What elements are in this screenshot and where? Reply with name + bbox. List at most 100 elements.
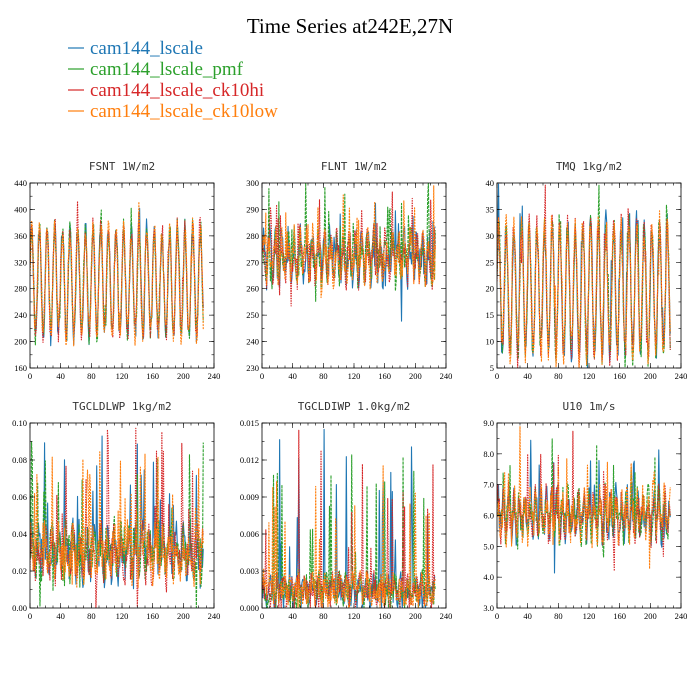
legend-entry: cam144_lscale_pmf: [68, 59, 244, 80]
panel-title: FSNT 1W/m2: [89, 160, 155, 173]
y-tick-label: 40: [486, 178, 495, 188]
legend-entry: cam144_lscale: [68, 38, 203, 59]
series-group: [30, 200, 204, 347]
x-tick-label: 80: [87, 371, 96, 381]
x-tick-label: 240: [675, 371, 688, 381]
y-tick-label: 200: [14, 337, 27, 347]
x-tick-label: 40: [288, 611, 297, 621]
y-tick-label: 0.08: [12, 455, 27, 465]
x-tick-label: 80: [554, 371, 563, 381]
x-tick-label: 200: [409, 371, 422, 381]
series-line-cam144_lscale_ck10hi: [262, 191, 436, 307]
y-tick-label: 320: [14, 257, 27, 267]
series-group: [262, 183, 436, 322]
y-tick-label: 10: [486, 337, 495, 347]
y-tick-label: 25: [486, 257, 495, 267]
plot-frame: [261, 182, 447, 369]
y-tick-label: 440: [14, 178, 27, 188]
x-tick-label: 40: [523, 371, 532, 381]
y-tick-label: 5: [490, 363, 494, 373]
x-tick-label: 0: [28, 611, 32, 621]
x-tick-label: 40: [56, 371, 65, 381]
chart-panel: FSNT 1W/m2 0 40 80 120 160 200 240 160 200 240 280 3…: [14, 160, 220, 381]
panel-title: U10 1m/s: [563, 400, 616, 413]
y-tick-label: 30: [486, 231, 495, 241]
x-tick-label: 160: [378, 371, 391, 381]
y-tick-label: 260: [246, 284, 259, 294]
x-tick-label: 160: [146, 371, 159, 381]
x-tick-label: 240: [208, 611, 221, 621]
y-tick-label: 35: [486, 204, 495, 214]
series-line-cam144_lscale_ck10low: [30, 201, 204, 347]
chart-panel: TMQ 1kg/m2 0 40 80 120 160 200 240 5 10 15 20 25 30 35…: [486, 160, 688, 381]
legend-entry: cam144_lscale_ck10hi: [68, 80, 264, 101]
x-tick-label: 0: [260, 611, 264, 621]
x-tick-label: 240: [440, 611, 453, 621]
x-tick-label: 40: [523, 611, 532, 621]
chart-panel: U10 1m/s 0 40 80 120 160 200 240 3.0 4.0 5.0 6.0 7.0…: [483, 400, 687, 621]
y-tick-label: 360: [14, 231, 27, 241]
series-line-cam144_lscale_ck10low: [30, 451, 204, 589]
y-tick-label: 160: [14, 363, 27, 373]
y-tick-label: 280: [14, 284, 27, 294]
x-tick-label: 200: [644, 371, 657, 381]
series-line-cam144_lscale_ck10low: [497, 210, 671, 368]
y-tick-label: 0.000: [240, 603, 259, 613]
y-tick-label: 9.0: [483, 418, 494, 428]
y-tick-label: 240: [14, 310, 27, 320]
series-line-cam144_lscale_pmf: [30, 441, 204, 608]
legend: cam144_lscalecam144_lscale_pmfcam144_lsc…: [68, 38, 278, 122]
figure-title: Time Series at242E,27N: [247, 14, 453, 38]
y-tick-label: 6.0: [483, 511, 494, 521]
legend-label: cam144_lscale_ck10low: [90, 101, 278, 122]
y-tick-label: 0.009: [240, 492, 259, 502]
y-tick-label: 0.10: [12, 418, 27, 428]
x-tick-label: 80: [554, 611, 563, 621]
x-tick-label: 240: [675, 611, 688, 621]
x-tick-label: 120: [583, 611, 596, 621]
x-tick-label: 120: [348, 371, 361, 381]
x-tick-label: 120: [116, 371, 129, 381]
x-tick-label: 40: [56, 611, 65, 621]
x-tick-label: 120: [583, 371, 596, 381]
series-line-cam144_lscale_ck10hi: [262, 429, 436, 608]
x-tick-label: 160: [146, 611, 159, 621]
y-tick-label: 270: [246, 257, 259, 267]
legend-entry: cam144_lscale_ck10low: [68, 101, 278, 122]
series-group: [497, 183, 671, 368]
y-tick-label: 0.012: [240, 455, 259, 465]
series-line-cam144_lscale_ck10low: [262, 185, 436, 299]
y-tick-label: 0.04: [12, 529, 28, 539]
y-tick-label: 0.00: [12, 603, 27, 613]
x-tick-label: 80: [319, 371, 328, 381]
series-group: [262, 428, 436, 608]
y-tick-label: 5.0: [483, 541, 494, 551]
y-tick-label: 15: [486, 310, 495, 320]
x-tick-label: 200: [409, 611, 422, 621]
x-tick-label: 80: [87, 611, 96, 621]
y-tick-label: 0.06: [12, 492, 27, 502]
y-tick-label: 0.006: [240, 529, 259, 539]
chart-panel: TGCLDIWP 1.0kg/m2 0 40 80 120 160 200 240 0.000 0…: [240, 400, 453, 621]
x-tick-label: 240: [440, 371, 453, 381]
x-tick-label: 160: [378, 611, 391, 621]
panel-title: TGCLDLWP 1kg/m2: [72, 400, 171, 413]
x-tick-label: 160: [613, 611, 626, 621]
chart-panel: FLNT 1W/m2 0 40 80 120 160 200 240 230 240 250 260 2…: [246, 160, 452, 381]
chart-panel: TGCLDLWP 1kg/m2 0 40 80 120 160 200 240 0.00 0.02…: [12, 400, 220, 621]
legend-label: cam144_lscale: [90, 38, 203, 59]
panel-title: TGCLDIWP 1.0kg/m2: [298, 400, 411, 413]
y-tick-label: 20: [486, 284, 495, 294]
y-tick-label: 280: [246, 231, 259, 241]
series-line-cam144_lscale_ck10low: [497, 425, 671, 570]
series-line-cam144_lscale_ck10hi: [497, 184, 671, 368]
x-tick-label: 40: [288, 371, 297, 381]
y-tick-label: 7.0: [483, 480, 494, 490]
y-tick-label: 230: [246, 363, 259, 373]
y-tick-label: 250: [246, 310, 259, 320]
series-group: [30, 427, 204, 608]
y-tick-label: 4.0: [483, 572, 494, 582]
x-tick-label: 200: [177, 371, 190, 381]
y-tick-label: 300: [246, 178, 259, 188]
x-tick-label: 200: [644, 611, 657, 621]
